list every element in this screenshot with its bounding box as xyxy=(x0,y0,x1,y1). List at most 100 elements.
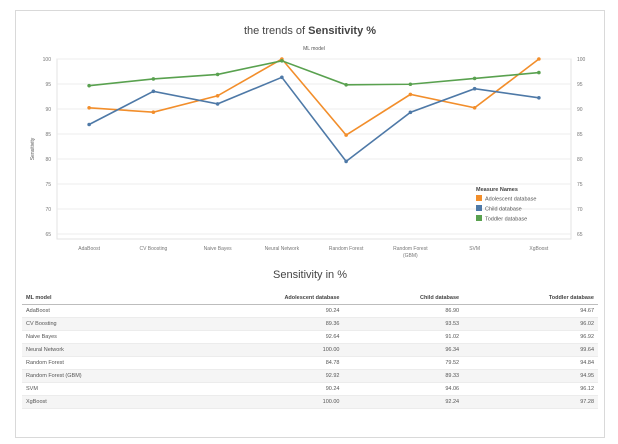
data-point xyxy=(344,83,348,87)
chart-title-prefix: the trends of xyxy=(243,25,309,37)
y-tick-label-left: 100 xyxy=(43,57,52,63)
y-tick-label-left: 80 xyxy=(45,157,51,163)
y-axis-title: Sensitivity xyxy=(30,137,36,160)
y-tick-label-right: 75 xyxy=(577,182,583,188)
legend-title: Measure Names xyxy=(476,187,518,193)
table-row: Random Forest (GBM) 92.92 89.33 94.95 xyxy=(22,369,598,383)
y-tick-label-left: 90 xyxy=(45,107,51,113)
x-tick-label: XgBoost xyxy=(529,246,549,252)
data-point xyxy=(87,83,91,88)
table-cell: 90.24 xyxy=(183,382,344,396)
data-point xyxy=(537,70,541,75)
table-cell: SVM xyxy=(22,382,184,396)
y-tick-label-right: 80 xyxy=(577,157,583,163)
table-cell: Naive Bayes xyxy=(22,330,184,344)
table-cell: 84.78 xyxy=(183,356,344,370)
table-cell: AdaBoost xyxy=(22,304,184,318)
data-point xyxy=(472,86,477,91)
legend-label: Toddler database xyxy=(485,217,527,223)
y-tick-label-right: 95 xyxy=(577,82,583,88)
legend-swatch xyxy=(476,205,482,211)
y-tick-label-right: 100 xyxy=(577,57,586,63)
table-cell: 92.24 xyxy=(343,395,464,409)
table-row: XgBoost 100.00 92.24 97.28 xyxy=(22,395,598,409)
series-line xyxy=(88,76,539,163)
data-point xyxy=(408,82,413,87)
table-row: CV Boosting 89.36 93.53 96.02 xyxy=(22,317,598,331)
data-point xyxy=(344,159,348,164)
table-cell: 96.12 xyxy=(463,382,598,396)
data-point xyxy=(151,110,156,114)
data-point xyxy=(408,110,413,115)
y-tick-label-right: 70 xyxy=(577,207,583,213)
table-body: AdaBoost 90.24 86.90 94.67 CV Boosting 89.36 9… xyxy=(22,304,598,409)
series-line xyxy=(89,57,540,137)
chart-title: the trends of Sensitivity % xyxy=(16,25,604,37)
table-cell: 94.67 xyxy=(463,304,598,318)
x-axis-title: ML model xyxy=(303,46,325,52)
y-tick-label-left: 70 xyxy=(45,207,51,213)
x-tick-label: CV Boosting xyxy=(139,246,167,252)
x-tick-label: Naive Bayes xyxy=(204,246,233,252)
table-cell: Neural Network xyxy=(22,343,184,357)
data-point xyxy=(472,76,477,81)
table-cell: Random Forest (GBM) xyxy=(22,369,184,383)
data-point xyxy=(537,57,541,61)
table-cell: 99.64 xyxy=(463,343,598,357)
legend-label: Adolescent database xyxy=(485,197,536,203)
data-point xyxy=(280,59,284,63)
table-cell: 100.00 xyxy=(183,395,344,409)
data-point xyxy=(87,106,91,110)
table-cell: 90.24 xyxy=(183,304,344,318)
table-cell: 91.02 xyxy=(343,330,464,344)
data-point xyxy=(344,133,348,137)
table-cell: 97.28 xyxy=(463,395,598,409)
y-tick-label-left: 65 xyxy=(45,232,51,238)
table-cell: 94.84 xyxy=(463,356,598,370)
data-point xyxy=(151,77,156,81)
table-cell: 94.06 xyxy=(343,382,464,396)
x-tick-label: (GBM) xyxy=(403,253,418,259)
table-header-cell: ML model xyxy=(22,291,184,305)
x-tick-label: Random Forest xyxy=(393,246,428,252)
x-tick-label: SVM xyxy=(469,246,480,252)
y-tick-label-left: 75 xyxy=(45,182,51,188)
table-cell: 93.53 xyxy=(343,317,464,331)
table-cell: 92.64 xyxy=(183,330,344,344)
table-row: SVM 90.24 94.06 96.12 xyxy=(22,382,598,396)
y-tick-label-right: 90 xyxy=(577,107,583,113)
data-point xyxy=(537,96,541,100)
table-row: AdaBoost 90.24 86.90 94.67 xyxy=(22,304,598,318)
legend-swatch xyxy=(476,195,482,201)
table-cell: 94.95 xyxy=(463,369,598,383)
chart-title-metric: Sensitivity % xyxy=(308,25,377,37)
table-title: Sensitivity in % xyxy=(273,269,347,281)
table-cell: Random Forest xyxy=(22,356,184,370)
table-cell: 100.00 xyxy=(183,343,344,357)
table-cell: 96.92 xyxy=(463,330,598,344)
data-point xyxy=(215,94,220,98)
dashboard-frame: the trends of Sensitivity % ML model 65 65… xyxy=(15,10,605,438)
table-cell: 89.33 xyxy=(343,369,464,383)
data-point xyxy=(280,75,284,80)
data-point xyxy=(215,72,220,77)
table-header-cell: Child database xyxy=(343,291,464,305)
table-cell: 96.34 xyxy=(343,343,464,357)
table-cell: 79.52 xyxy=(343,356,464,370)
table-cell: CV Boosting xyxy=(22,317,184,331)
table-cell: 89.36 xyxy=(183,317,344,331)
data-point xyxy=(408,92,413,97)
data-point xyxy=(215,102,220,106)
table-cell: 86.90 xyxy=(343,304,464,318)
y-tick-label-left: 95 xyxy=(45,82,51,88)
table-header-row: ML model Adolescent database Child databas… xyxy=(22,291,598,305)
data-point xyxy=(151,89,156,94)
line-chart: ML model 65 65 70 70 75 75 80 80 85 85 90 90 95 95 100 1… xyxy=(30,46,586,259)
y-tick-label-left: 85 xyxy=(45,132,51,138)
data-point xyxy=(472,106,477,110)
y-tick-label-right: 65 xyxy=(577,232,583,238)
y-tick-label-right: 85 xyxy=(577,132,583,138)
table-cell: XgBoost xyxy=(22,395,184,409)
x-tick-label: AdaBoost xyxy=(78,246,100,252)
table-cell: 92.92 xyxy=(183,369,344,383)
